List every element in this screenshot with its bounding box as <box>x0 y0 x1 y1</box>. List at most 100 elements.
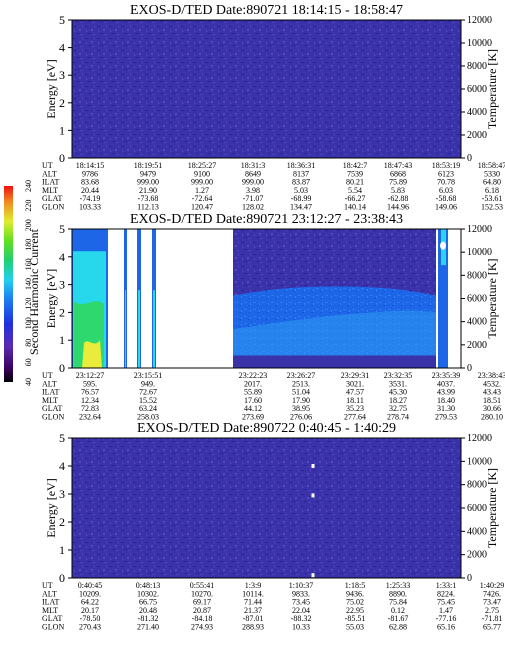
row-value: 288.93 <box>242 623 264 632</box>
y-right-tick-label: 2000 <box>467 130 487 141</box>
row-value: 22.95 <box>346 606 364 615</box>
row-value: 18:53:19 <box>432 161 460 170</box>
row-value: 83.87 <box>292 178 310 187</box>
y-right-axis-label: Temperature [K] <box>485 258 499 338</box>
row-value: 999.00 <box>191 178 213 187</box>
y-right-tick-label: 4000 <box>467 526 487 537</box>
row-value: 1:3:9 <box>245 581 261 590</box>
row-value: 144.96 <box>387 203 409 212</box>
colorbar: 40 60 80 100 120 140 160 180 200 220 240 Second Ha… <box>4 180 41 386</box>
y-axis-label: Energy [eV] <box>44 269 58 328</box>
colorbar-tick-label: 40 <box>24 378 33 386</box>
colorbar-tick-label: 80 <box>24 339 33 347</box>
row-value: 76.57 <box>81 388 99 397</box>
row-value: 6.18 <box>485 186 499 195</box>
orbit-table: UT 0:40:45 0:48:13 0:55:41 1:3:9 1:10:37 1:18:… <box>42 581 504 632</box>
y-right-tick-label: 4000 <box>467 317 487 328</box>
row-value: 999.00 <box>242 178 264 187</box>
row-value: 70.78 <box>437 178 455 187</box>
row-value: 1.47 <box>439 606 453 615</box>
orbit-table: UT 18:14:15 18:19:51 18:25:27 18:31:3 18:36:3… <box>42 161 505 212</box>
plot-area <box>72 438 461 578</box>
colorbar-tick-label: 140 <box>24 278 33 290</box>
row-label: GLON <box>42 203 64 212</box>
row-label: ALT <box>42 589 57 598</box>
row-value: 1:25:33 <box>386 581 410 590</box>
y-tick-label: 1 <box>59 543 65 557</box>
row-value: 5330 <box>484 169 500 178</box>
row-value: 38.95 <box>292 404 310 413</box>
row-value: -77.16 <box>436 614 457 623</box>
row-label: ALT <box>42 169 57 178</box>
row-value: 4532. <box>483 379 501 388</box>
row-value: 18.27 <box>389 396 407 405</box>
row-value: 6868 <box>390 169 406 178</box>
heatmap-band <box>233 310 436 368</box>
panel-title: EXOS-D/TED Date:890721 18:14:15 - 18:58:… <box>130 3 403 18</box>
row-value: 10302. <box>137 589 159 598</box>
row-value: 20.44 <box>81 186 99 195</box>
y-right-tick-label: 12000 <box>467 15 492 26</box>
colorbar-tick-label: 240 <box>24 180 33 192</box>
row-label: MLT <box>42 396 58 405</box>
row-value: 23:38:43 <box>478 371 505 380</box>
colorbar-tick-label: 60 <box>24 358 33 366</box>
colorbar-tick-label: 220 <box>24 200 33 212</box>
y-tick-label: 5 <box>59 222 65 236</box>
row-value: 18:47:43 <box>384 161 412 170</box>
y-tick-label: 2 <box>59 96 65 110</box>
row-value: 280.10 <box>481 413 503 422</box>
y-right-tick-label: 0 <box>467 153 472 164</box>
row-value: 22.04 <box>292 606 310 615</box>
row-value: 72.67 <box>139 388 157 397</box>
row-value: 62.88 <box>389 623 407 632</box>
row-value: 83.68 <box>81 178 99 187</box>
row-value: -78.50 <box>80 614 101 623</box>
heatmap-band <box>82 340 102 368</box>
y-right-tick-label: 6000 <box>467 503 487 514</box>
row-value: 65.16 <box>437 623 455 632</box>
row-value: 1.27 <box>195 186 209 195</box>
heatmap-background <box>72 438 461 578</box>
row-value: -68.99 <box>291 194 312 203</box>
row-value: 55.89 <box>244 388 262 397</box>
y-axis-left: 0 1 2 3 4 5 Energy [eV] <box>44 431 72 585</box>
row-value: 278.74 <box>387 413 409 422</box>
row-label: ILAT <box>42 178 59 187</box>
y-tick-label: 5 <box>59 13 65 27</box>
y-right-tick-label: 12000 <box>467 433 492 444</box>
row-value: 3531. <box>389 379 407 388</box>
colorbar-tick-label: 120 <box>24 298 33 310</box>
y-tick-label: 4 <box>59 459 65 473</box>
row-value: 8137 <box>293 169 309 178</box>
y-axis-left: 0 1 2 3 4 5 Energy [eV] <box>44 13 72 165</box>
row-value: 120.47 <box>191 203 213 212</box>
row-value: 64.22 <box>81 598 99 607</box>
row-label: GLAT <box>42 194 63 203</box>
y-tick-label: 3 <box>59 278 65 292</box>
row-value: 1:18:5 <box>345 581 365 590</box>
y-right-tick-label: 2000 <box>467 340 487 351</box>
row-value: 32.75 <box>389 404 407 413</box>
y-tick-label: 2 <box>59 515 65 529</box>
row-value: 5.54 <box>348 186 362 195</box>
heatmap-spot <box>311 573 315 578</box>
y-tick-label: 1 <box>59 333 65 347</box>
row-value: 4037. <box>437 379 455 388</box>
row-value: 23:35:39 <box>432 371 460 380</box>
colorbar-tick-label: 160 <box>24 258 33 270</box>
row-value: 0.12 <box>391 606 405 615</box>
row-value: 10114. <box>242 589 264 598</box>
y-axis-right: 0 2000 4000 6000 8000 10000 12000 Temperature [… <box>461 433 499 584</box>
row-label: GLAT <box>42 404 63 413</box>
row-value: 75.89 <box>389 178 407 187</box>
y-right-tick-label: 8000 <box>467 61 487 72</box>
row-value: -71.07 <box>243 194 264 203</box>
panel-title: EXOS-D/TED Date:890721 23:12:27 - 23:38:… <box>130 212 403 227</box>
row-label: UT <box>42 371 53 380</box>
row-value: 75.84 <box>389 598 407 607</box>
colorbar-label: Second Harmonic Current <box>27 228 41 355</box>
y-tick-label: 5 <box>59 431 65 445</box>
row-value: -58.68 <box>436 194 457 203</box>
row-value: 12.34 <box>81 396 99 405</box>
